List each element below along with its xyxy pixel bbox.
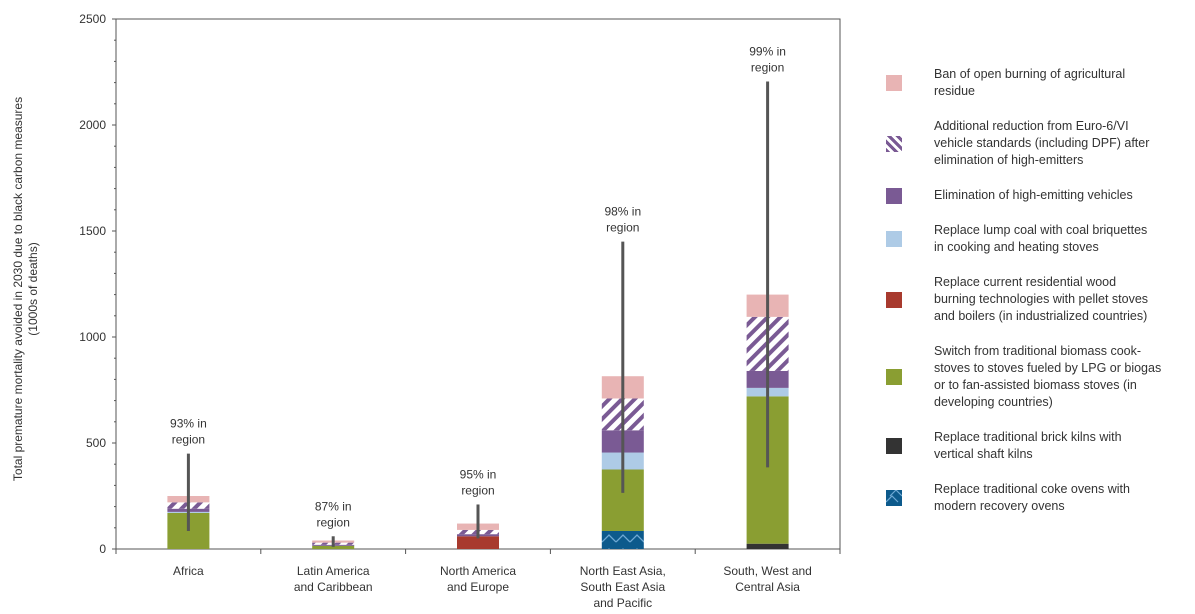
range-annotation: 98% in region bbox=[604, 205, 641, 235]
legend-label-line: modern recovery ovens bbox=[934, 499, 1065, 513]
x-category-label: Latin America and Caribbean bbox=[294, 564, 373, 594]
x-category-label: South, West and Central Asia bbox=[723, 564, 812, 594]
legend-item: Replace current residential wood burning … bbox=[880, 274, 1190, 325]
range-annotation-line: 95% in bbox=[460, 467, 497, 481]
legend-item: Replace traditional coke ovens with moder… bbox=[880, 481, 1190, 515]
x-category-label-line: and Europe bbox=[447, 580, 509, 594]
x-category-label-line: South, West and bbox=[723, 564, 812, 578]
x-category-label-line: Central Asia bbox=[735, 580, 800, 594]
bar-segment bbox=[312, 545, 355, 549]
legend-swatch bbox=[886, 187, 902, 204]
range-annotation-line: region bbox=[172, 433, 205, 447]
y-axis-label: Total premature mortality avoided in 203… bbox=[11, 97, 40, 481]
x-category-label-line: and Caribbean bbox=[294, 580, 373, 594]
range-annotation-line: region bbox=[606, 221, 639, 235]
chart-plot: 0 500 1000 1500 2000 2500 Total premature mort… bbox=[11, 12, 841, 610]
legend-swatch bbox=[886, 135, 902, 152]
x-category-label: North America and Europe bbox=[440, 564, 516, 594]
bar-segment bbox=[601, 530, 644, 549]
chart-legend: Ban of open burning of agricultural resid… bbox=[880, 66, 1190, 515]
legend-label-line: burning technologies with pellet stoves bbox=[934, 292, 1149, 306]
x-category-label: North East Asia, South East Asia and Pacif… bbox=[580, 564, 666, 610]
legend-label-line: Replace traditional brick kilns with bbox=[934, 430, 1122, 444]
legend-item: Replace lump coal with coal briquettes in… bbox=[880, 222, 1190, 256]
legend-swatch bbox=[886, 231, 902, 247]
range-annotation: 95% in region bbox=[460, 467, 497, 497]
range-annotation: 99% in region bbox=[749, 45, 786, 75]
legend-swatch bbox=[886, 438, 902, 454]
y-axis-label-line: Total premature mortality avoided in 203… bbox=[11, 97, 25, 481]
legend-label-line: Replace lump coal with coal briquettes bbox=[934, 223, 1148, 237]
legend-label-line: vertical shaft kilns bbox=[934, 447, 1033, 461]
legend-label-line: Ban of open burning of agricultural bbox=[934, 67, 1126, 81]
legend-item: Replace traditional brick kilns with vert… bbox=[880, 429, 1190, 463]
legend-label-line: Additional reduction from Euro-6/VI bbox=[934, 119, 1129, 133]
x-category-label: Africa bbox=[173, 564, 204, 578]
legend-label-line: Replace traditional coke ovens with bbox=[934, 482, 1130, 496]
legend-swatch bbox=[886, 369, 902, 385]
x-category-label-line: South East Asia bbox=[580, 580, 665, 594]
legend-swatch bbox=[886, 75, 902, 91]
range-annotation-line: region bbox=[317, 515, 350, 529]
range-annotation: 87% in region bbox=[315, 499, 352, 529]
range-annotation-line: 99% in bbox=[749, 45, 786, 59]
x-category-label-line: North America bbox=[440, 564, 516, 578]
range-annotation-line: 93% in bbox=[170, 417, 207, 431]
x-category-label-line: North East Asia, bbox=[580, 564, 666, 578]
legend-label-line: and boilers (in industrialized countries… bbox=[934, 309, 1148, 323]
y-tick-label: 1500 bbox=[79, 224, 106, 238]
y-tick-label: 0 bbox=[99, 542, 106, 556]
legend-label-line: residue bbox=[934, 84, 975, 98]
legend-label-line: or to fan-assisted biomass stoves (in bbox=[934, 378, 1137, 392]
legend-label-line: stoves to stoves fueled by LPG or biogas bbox=[934, 361, 1162, 375]
legend-label-line: Replace current residential wood bbox=[934, 275, 1117, 289]
legend-label-line: vehicle standards (including DPF) after bbox=[934, 136, 1150, 150]
legend-label-line: in cooking and heating stoves bbox=[934, 240, 1099, 254]
legend-label-line: developing countries) bbox=[934, 395, 1053, 409]
x-category-label-line: Latin America bbox=[297, 564, 370, 578]
legend-item: Ban of open burning of agricultural resid… bbox=[880, 66, 1190, 100]
y-tick-label: 2000 bbox=[79, 118, 106, 132]
x-category-label-line: and Pacific bbox=[593, 596, 652, 610]
legend-swatch bbox=[885, 489, 903, 506]
range-annotation-line: 98% in bbox=[604, 205, 641, 219]
range-annotation: 93% in region bbox=[170, 417, 207, 447]
legend-item: Additional reduction from Euro-6/VI vehic… bbox=[880, 118, 1190, 169]
x-category-label-line: Africa bbox=[173, 564, 204, 578]
range-annotation-line: region bbox=[461, 483, 494, 497]
legend-swatch bbox=[886, 291, 902, 308]
bar-segment bbox=[457, 536, 499, 549]
legend-label-line: Switch from traditional biomass cook- bbox=[934, 344, 1142, 358]
bar-segment bbox=[746, 543, 789, 549]
y-tick-label: 1000 bbox=[79, 330, 106, 344]
range-annotation-line: region bbox=[751, 61, 784, 75]
legend-label-line: elimination of high-emitters bbox=[934, 153, 1084, 167]
legend-label-line: Elimination of high-emitting vehicles bbox=[934, 188, 1133, 202]
legend-item: Switch from traditional biomass cook-sto… bbox=[880, 343, 1190, 411]
legend-item: Elimination of high-emitting vehicles bbox=[880, 187, 1190, 204]
y-tick-label: 2500 bbox=[79, 12, 106, 26]
y-axis-label-line: (1000s of deaths) bbox=[26, 242, 40, 335]
range-annotation-line: 87% in bbox=[315, 499, 352, 513]
y-tick-label: 500 bbox=[86, 436, 106, 450]
